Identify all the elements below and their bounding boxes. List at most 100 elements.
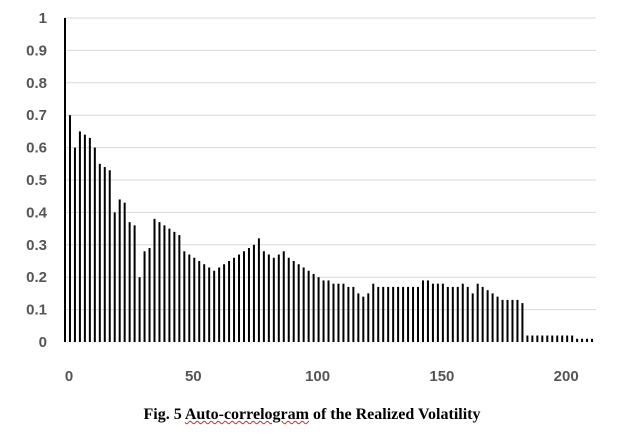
- bar: [426, 280, 429, 342]
- y-tick-label: 0.3: [26, 237, 47, 254]
- y-tick-label: 0.1: [26, 302, 47, 319]
- bar: [556, 335, 559, 342]
- y-tick-label: 0.4: [26, 204, 48, 221]
- bar: [133, 225, 136, 342]
- bar: [476, 283, 479, 342]
- x-axis-tick-labels: 0 50 100 150 200: [65, 368, 579, 385]
- y-tick-label: 0: [39, 334, 47, 351]
- bar: [382, 286, 385, 342]
- bar: [208, 267, 211, 342]
- bar: [118, 199, 121, 342]
- bar: [506, 299, 509, 342]
- bar: [183, 251, 186, 342]
- bar: [436, 283, 439, 342]
- y-axis-tick-labels: 0 0.1 0.2 0.3 0.4 0.5 0.6 0.7 0.8 0.9 1: [26, 10, 48, 351]
- bar: [327, 280, 330, 342]
- bar: [173, 231, 176, 342]
- bar: [347, 286, 350, 342]
- bar: [516, 299, 519, 342]
- caption-underlined-word: Auto-correlogram: [184, 406, 309, 423]
- bar: [571, 335, 574, 342]
- bar: [307, 270, 310, 342]
- bar: [352, 286, 355, 342]
- bar: [223, 264, 226, 342]
- x-tick-label: 50: [185, 368, 202, 385]
- bar: [546, 335, 549, 342]
- x-tick-label: 100: [305, 368, 330, 385]
- bar: [292, 261, 295, 342]
- bar: [412, 286, 415, 342]
- y-tick-label: 1: [39, 10, 47, 27]
- bar: [392, 286, 395, 342]
- bar: [342, 283, 345, 342]
- bar: [397, 286, 400, 342]
- bar: [471, 293, 474, 342]
- bar: [108, 170, 111, 342]
- y-tick-label: 0.5: [26, 172, 47, 189]
- bar: [242, 251, 245, 342]
- bar: [238, 254, 241, 342]
- bar: [387, 286, 390, 342]
- bar: [521, 303, 524, 342]
- bar: [332, 283, 335, 342]
- caption-prefix: Fig. 5: [143, 406, 185, 423]
- bar: [357, 293, 360, 342]
- bar: [93, 147, 96, 342]
- bar: [123, 202, 126, 342]
- bar: [282, 251, 285, 342]
- bar: [466, 286, 469, 342]
- x-tick-label: 150: [429, 368, 454, 385]
- bar: [402, 286, 405, 342]
- bar: [531, 335, 534, 342]
- figure-caption: Fig. 5 Auto-correlogram of the Realized …: [0, 406, 624, 424]
- bar: [103, 167, 106, 342]
- y-tick-label: 0.6: [26, 140, 47, 157]
- bar: [297, 264, 300, 342]
- bar: [541, 335, 544, 342]
- bar: [526, 335, 529, 342]
- bar: [586, 338, 589, 342]
- bar: [188, 254, 191, 342]
- bar: [302, 267, 305, 342]
- bar: [272, 257, 275, 342]
- bar: [322, 280, 325, 342]
- bar: [98, 163, 101, 342]
- bar: [113, 212, 116, 342]
- bar: [138, 277, 141, 342]
- bar-series: [64, 18, 594, 342]
- x-tick-label: 0: [65, 368, 73, 385]
- bar: [456, 286, 459, 342]
- bar: [551, 335, 554, 342]
- bar: [496, 296, 499, 342]
- bar: [78, 131, 81, 342]
- bar: [431, 283, 434, 342]
- bar: [68, 115, 71, 342]
- bar: [143, 251, 146, 342]
- caption-suffix: of the Realized Volatility: [308, 406, 481, 423]
- bar: [511, 299, 514, 342]
- bar: [372, 283, 375, 342]
- bar: [441, 283, 444, 342]
- bar: [193, 257, 196, 342]
- bar: [178, 235, 181, 342]
- bar: [417, 286, 420, 342]
- bar: [213, 270, 216, 342]
- bar: [377, 286, 380, 342]
- bar: [262, 251, 265, 342]
- bar: [407, 286, 410, 342]
- bar: [486, 290, 489, 342]
- y-tick-label: 0.7: [26, 107, 47, 124]
- y-tick-label: 0.9: [26, 42, 47, 59]
- grid-lines: [64, 17, 596, 311]
- bar: [566, 335, 569, 342]
- bar: [561, 335, 564, 342]
- bar: [287, 257, 290, 342]
- bar: [198, 261, 201, 342]
- x-tick-label: 200: [554, 368, 579, 385]
- bar: [228, 261, 231, 342]
- bar: [148, 248, 151, 342]
- bar: [446, 286, 449, 342]
- y-tick-label: 0.2: [26, 269, 47, 286]
- bar: [491, 293, 494, 342]
- bar: [73, 147, 76, 342]
